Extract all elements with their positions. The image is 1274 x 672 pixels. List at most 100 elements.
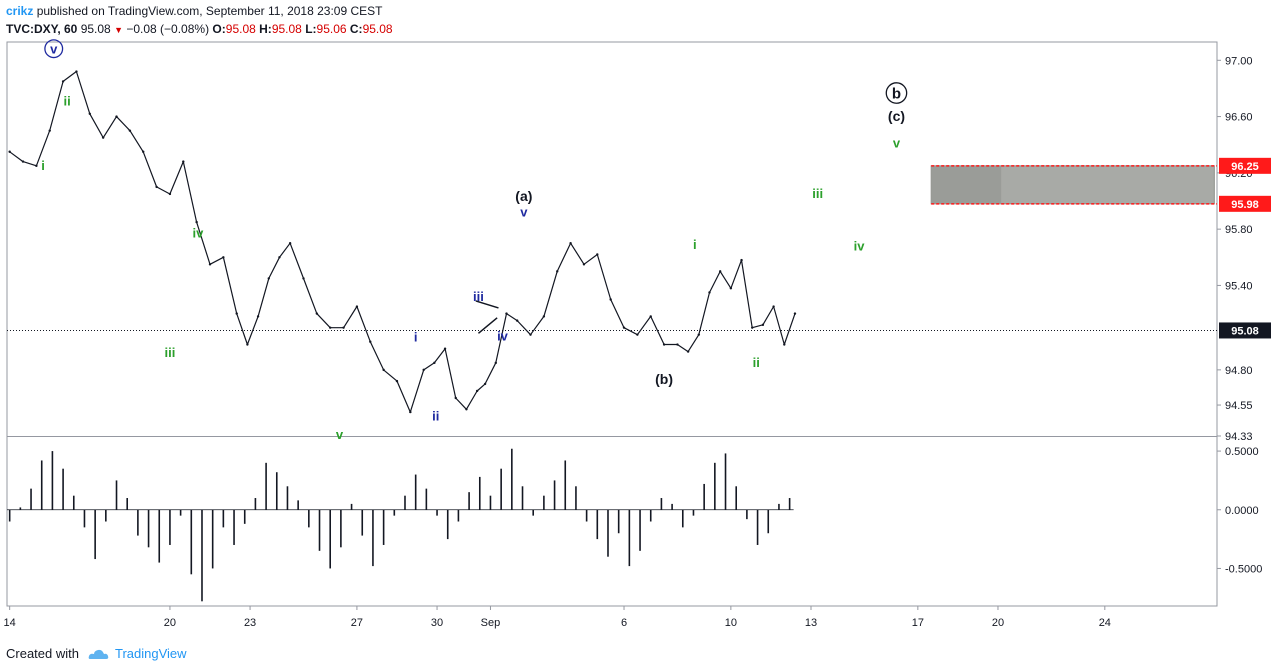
current-price-tag [1219,322,1271,339]
x-tick-label: 6 [621,617,627,629]
price-point [168,192,172,196]
price-point [772,305,775,308]
price-point [708,291,711,294]
close-value: 95.08 [362,22,393,36]
wave-label: i [41,158,45,173]
price-point [622,326,626,329]
cloud-icon [88,649,109,659]
wave-label: b [892,85,901,102]
price-point [369,340,372,343]
price-point [342,326,345,329]
tradingview-link[interactable]: TradingView [114,646,187,661]
price-tick-label: 95.40 [1225,280,1253,292]
price-series-line [9,70,796,413]
price-point [48,129,51,132]
price-point [35,164,38,168]
price-point [475,389,479,393]
footer: Created with TradingView [6,646,187,661]
price-point [582,263,586,266]
wave-label: (b) [655,371,673,387]
target-lower-tag [1219,195,1271,212]
price-point [783,343,786,346]
price-point [718,270,722,273]
price-change: −0.08 (−0.08%) [126,22,210,36]
price-tick-label: 96.60 [1225,112,1253,124]
x-tick-label: 24 [1099,617,1111,629]
price-point [101,136,105,139]
price-point [729,287,733,290]
price-point [433,361,436,365]
wave-label: ii [63,93,70,108]
price-point [61,80,65,83]
triangle-upper-line [475,300,499,309]
wave-label-circle [44,39,64,59]
x-tick-label: 17 [912,617,924,629]
price-point [505,312,508,315]
oscillator-tick-label: 0.5000 [1225,446,1259,458]
price-point [235,312,238,315]
price-point [128,129,132,132]
price-point [115,115,118,118]
price-point [609,298,612,301]
price-point [382,368,385,372]
price-point [465,408,468,411]
low-label: L: [305,22,317,36]
author-link[interactable]: crikz [6,4,34,18]
price-point [246,343,249,346]
price-tick-label: 95.80 [1225,224,1253,236]
price-point [569,242,572,245]
price-point [409,410,412,414]
x-tick-label: 10 [725,617,737,629]
wave-label: ii [432,409,439,424]
symbol-name: TVC:DXY, 60 [6,22,78,36]
price-point [761,323,765,327]
wave-label: (c) [888,108,905,124]
wave-label: v [520,204,528,219]
down-arrow-icon: ▼ [114,25,123,35]
price-point [793,312,797,315]
price-point [8,150,11,153]
price-point [454,396,457,400]
high-value: 95.08 [271,22,302,36]
x-tick-label: 20 [992,617,1004,629]
price-point [288,242,292,245]
created-with-text: Created with [6,646,79,661]
price-point [751,326,754,329]
price-point [267,277,270,280]
price-point [740,258,743,262]
symbol-line: TVC:DXY, 60 95.08 ▼ −0.08 (−0.08%) O: 95.… [6,22,393,36]
price-point [278,256,281,259]
price-point [542,315,546,318]
price-point [395,379,399,383]
wave-label: ii [753,355,760,370]
triangle-lower-line [477,317,498,334]
price-point [556,270,559,273]
price-point [697,333,701,336]
price-point [443,347,447,350]
price-point [686,350,690,353]
current-price-label: 95.08 [1231,325,1259,337]
x-tick-label: 23 [244,617,256,629]
last-price: 95.08 [80,22,111,36]
x-tick-label: Sep [481,617,501,629]
x-tick-label: 14 [4,617,16,629]
wave-label-circle [885,82,908,104]
price-point [662,343,666,346]
price-point [494,361,498,365]
price-point [195,220,198,224]
publish-line: crikz published on TradingView.com, Sept… [6,4,382,18]
close-label: C: [349,22,363,36]
x-tick-label: 30 [431,617,443,629]
price-point [208,263,212,266]
price-point [88,112,92,115]
open-label: O: [212,22,226,36]
price-point [302,277,305,280]
price-point [182,160,185,163]
oscillator-tick-label: 0.0000 [1225,505,1259,517]
target-upper-label: 96.25 [1231,161,1259,173]
wave-label: i [693,237,697,252]
plot-frame [6,41,1218,607]
price-point [329,326,332,329]
price-point [649,315,652,318]
